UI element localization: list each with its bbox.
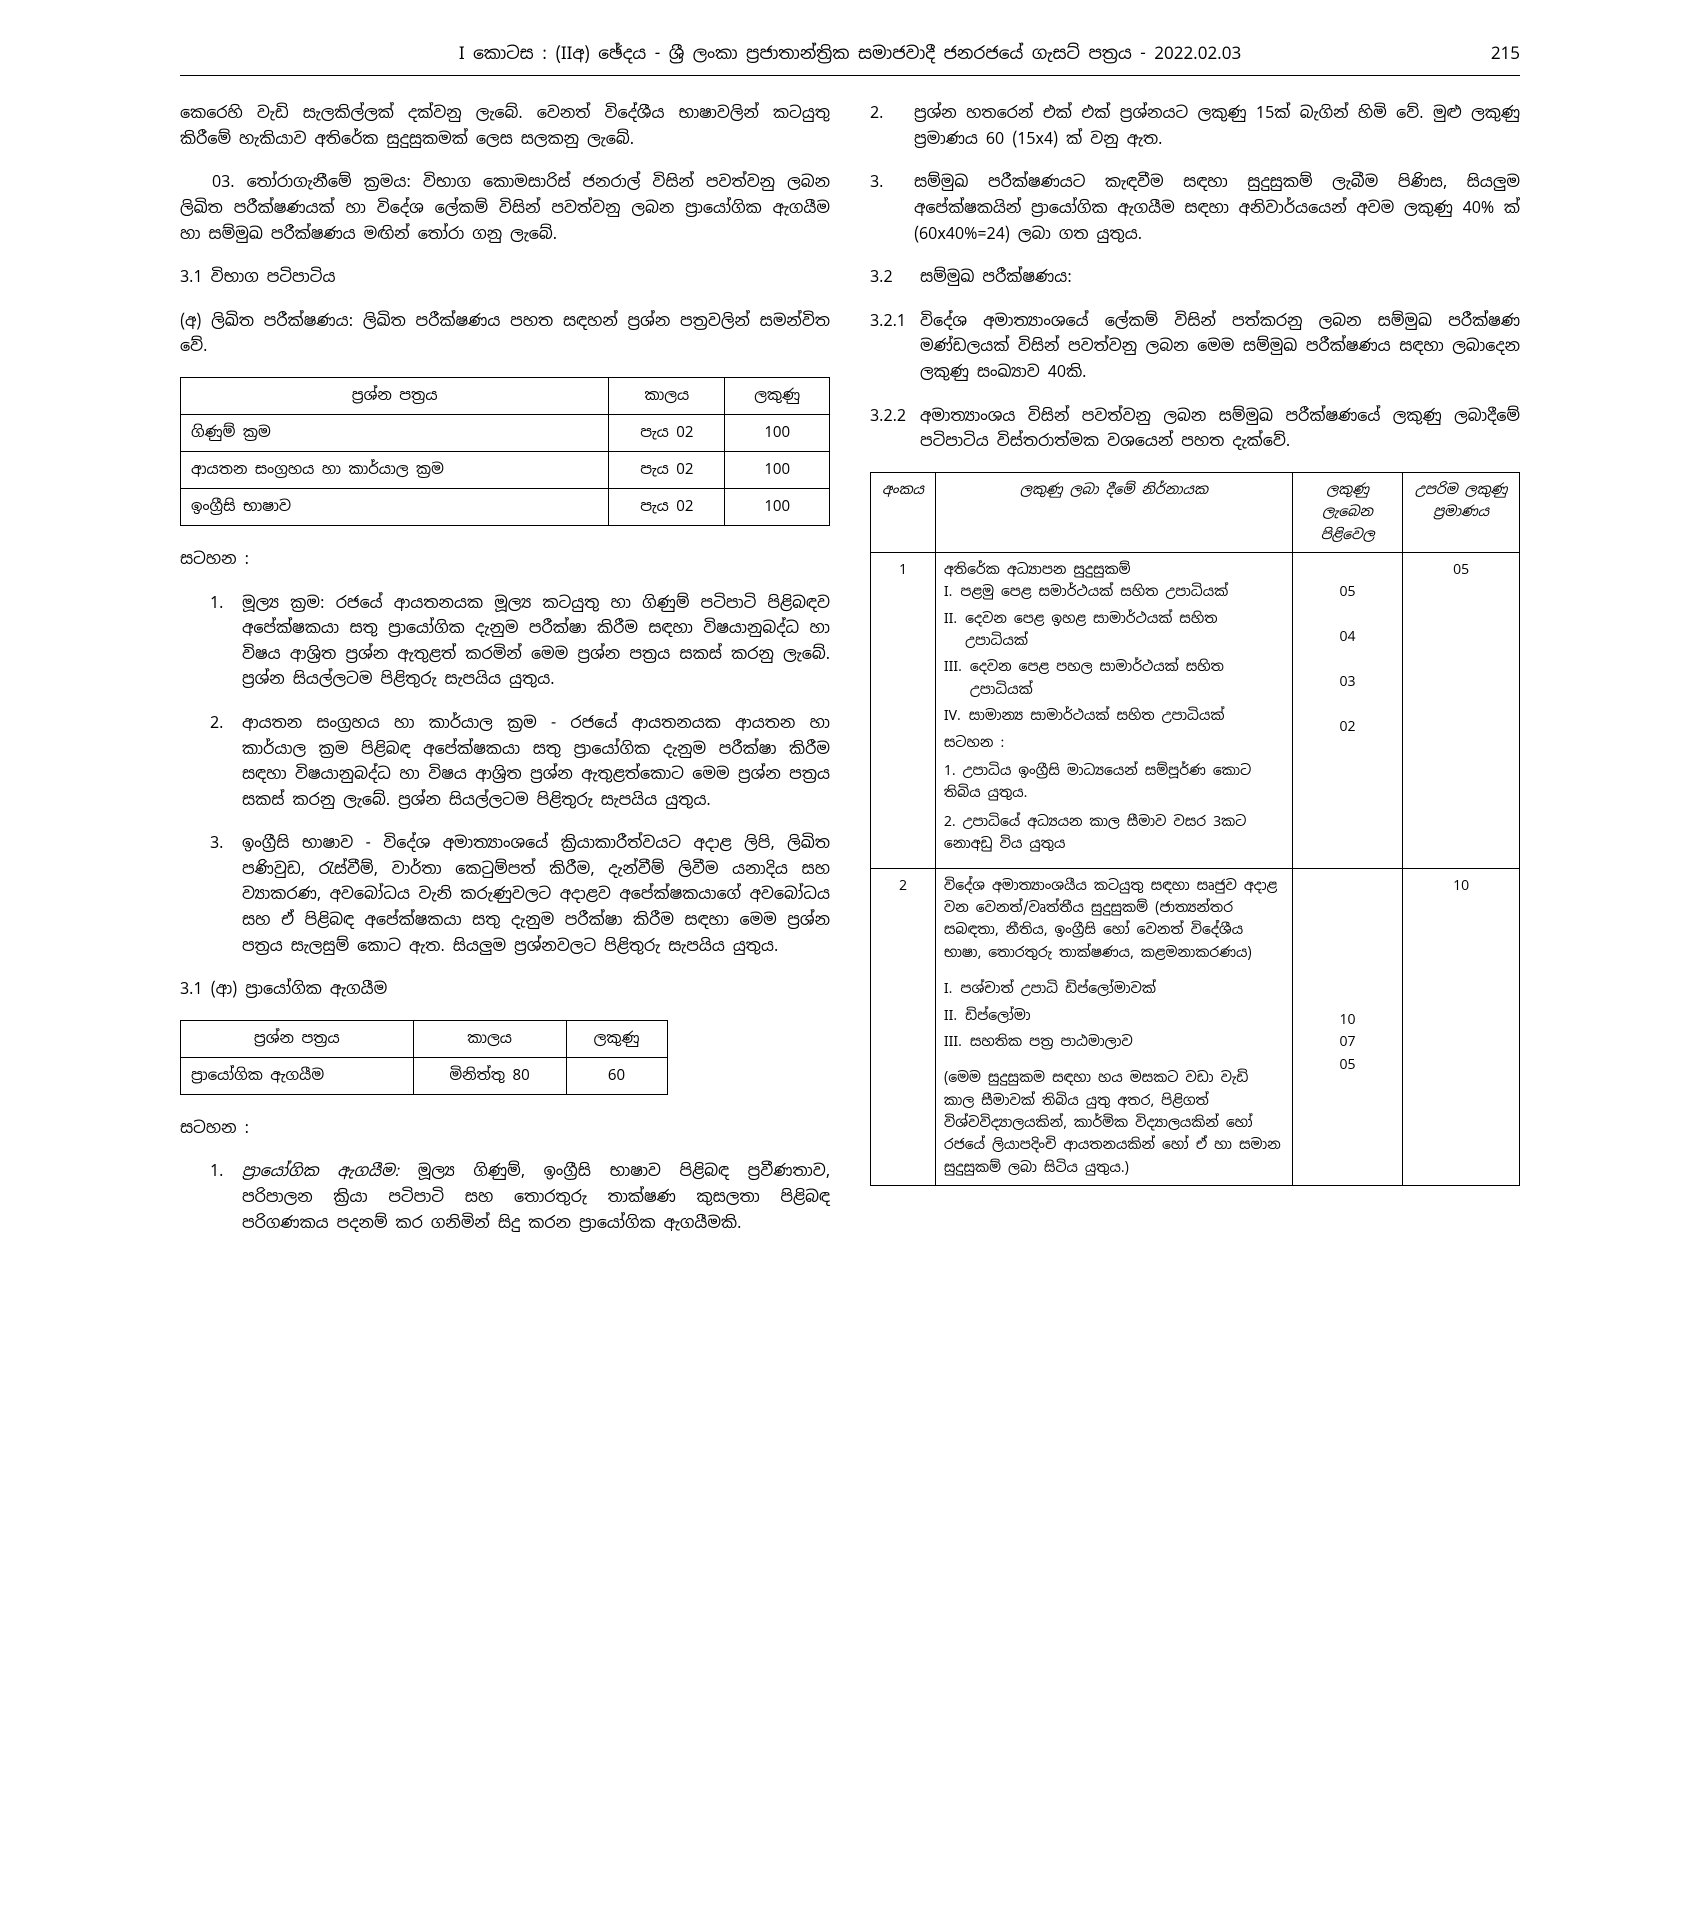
table-row: ඉංග්‍රීසි භාෂාව පැය 02 100: [181, 488, 830, 525]
t3-h2: ලකුණු ලබා දීමේ නිර්නායක: [935, 472, 1292, 552]
marks-cell: 10 07 05: [1292, 868, 1402, 1186]
header-title: I කොටස : (IIඅ) ඡේදය - ශ්‍රී ලංකා ප්‍රජාත…: [240, 40, 1460, 67]
section-3-1-head: 3.1 විභාග පටිපාටිය: [180, 264, 830, 290]
t2-h1: ප්‍රශ්න පත්‍රය: [181, 1020, 414, 1057]
t1-h2: කාලය: [609, 377, 725, 414]
t3-h4: උපරිම ලකුණු ප්‍රමාණය: [1403, 472, 1520, 552]
note-list-1: 1. මූල්‍ය ක්‍රම: රජයේ ආයතනයක මූල්‍ය කටයු…: [180, 590, 830, 959]
marks-cell: 05 04 03 02: [1292, 552, 1402, 868]
table-row: ආයතන සංග්‍රහය හා කාර්යාල ක්‍රම පැය 02 10…: [181, 451, 830, 488]
table-row: 1 අතිරේක අධ්‍යාපන සුදුසුකම් I. පළමු පෙළ …: [871, 552, 1520, 868]
t3-h3: ලකුණු ලැබෙන පිළිවෙල: [1292, 472, 1402, 552]
note-list-2: 1. ප්‍රායෝගික ඇගයීම: මූල්‍ය ගිණුම්, ඉංග්…: [180, 1158, 830, 1235]
item-2: 2. ප්‍රශ්න හතරෙන් එක් එක් ප්‍රශ්නයට ලකුණ…: [870, 100, 1520, 151]
criteria-cell: විදේශ අමාත්‍යාංශයීය කටයුතු සඳහා සෘජුව අද…: [935, 868, 1292, 1186]
list-item: 2. ආයතන සංග්‍රහය හා කාර්යාල ක්‍රම - රජයේ…: [210, 710, 830, 812]
list-item: 3. ඉංග්‍රීසි භාෂාව - විදේශ අමාත්‍යාංශයේ …: [210, 830, 830, 958]
t2-h3: ලකුණු: [566, 1020, 667, 1057]
list-item: 1. ප්‍රායෝගික ඇගයීම: මූල්‍ය ගිණුම්, ඉංග්…: [210, 1158, 830, 1235]
written-exam-table: ප්‍රශ්න පත්‍රය කාලය ලකුණු ගිණුම් ක්‍රම ප…: [180, 377, 830, 526]
marks-criteria-table: අංකය ලකුණු ලබා දීමේ නිර්නායක ලකුණු ලැබෙන…: [870, 472, 1520, 1187]
page-header: I කොටස : (IIඅ) ඡේදය - ශ්‍රී ලංකා ප්‍රජාත…: [180, 40, 1520, 76]
t1-h1: ප්‍රශ්න පත්‍රය: [181, 377, 609, 414]
para-attention: කෙරෙහි වැඩි සැලකිල්ලක් දක්වනු ලැබේ. වෙනත…: [180, 100, 830, 151]
left-column: කෙරෙහි වැඩි සැලකිල්ලක් දක්වනු ලැබේ. වෙනත…: [180, 100, 830, 1253]
note-label-2: සටහන :: [180, 1115, 830, 1141]
t2-h2: කාලය: [413, 1020, 566, 1057]
note-label-1: සටහන :: [180, 546, 830, 572]
page-number: 215: [1460, 40, 1520, 67]
section-3-2: 3.2 සම්මුඛ පරීක්ෂණය:: [870, 264, 1520, 290]
right-column: 2. ප්‍රශ්න හතරෙන් එක් එක් ප්‍රශ්නයට ලකුණ…: [870, 100, 1520, 1253]
table-row: 2 විදේශ අමාත්‍යාංශයීය කටයුතු සඳහා සෘජුව …: [871, 868, 1520, 1186]
section-3-2-2: 3.2.2 අමාත්‍යාංශය විසින් පවත්වනු ලබන සම්…: [870, 403, 1520, 454]
t3-h1: අංකය: [871, 472, 936, 552]
item-3: 3. සම්මුඛ පරීක්ෂණයට කැඳවීම සඳහා සුදුසුකම…: [870, 169, 1520, 246]
table-row: ප්‍රායෝගික ඇගයීම මිනිත්තු 80 60: [181, 1057, 668, 1094]
criteria-cell: අතිරේක අධ්‍යාපන සුදුසුකම් I. පළමු පෙළ සම…: [935, 552, 1292, 868]
section-3-1-aa-head: 3.1 (ආ) ප්‍රායෝගික ඇගයීම: [180, 976, 830, 1002]
section-3-2-1: 3.2.1 විදේශ අමාත්‍යාංශයේ ලේකම් විසින් පත…: [870, 308, 1520, 385]
table-row: ගිණුම් ක්‍රම පැය 02 100: [181, 414, 830, 451]
two-column-layout: කෙරෙහි වැඩි සැලකිල්ලක් දක්වනු ලැබේ. වෙනත…: [180, 100, 1520, 1253]
para-written-exam: (අ) ලිඛිත පරීක්ෂණය: ලිඛිත පරීක්ෂණය පහත ස…: [180, 308, 830, 359]
list-item: 1. මූල්‍ය ක්‍රම: රජයේ ආයතනයක මූල්‍ය කටයු…: [210, 590, 830, 692]
practical-assessment-table: ප්‍රශ්න පත්‍රය කාලය ලකුණු ප්‍රායෝගික ඇගය…: [180, 1020, 668, 1095]
para-selection-method: 03. තෝරාගැනීමේ ක්‍රමය: විභාග කොමසාරිස් ජ…: [180, 169, 830, 246]
t1-h3: ලකුණු: [725, 377, 830, 414]
